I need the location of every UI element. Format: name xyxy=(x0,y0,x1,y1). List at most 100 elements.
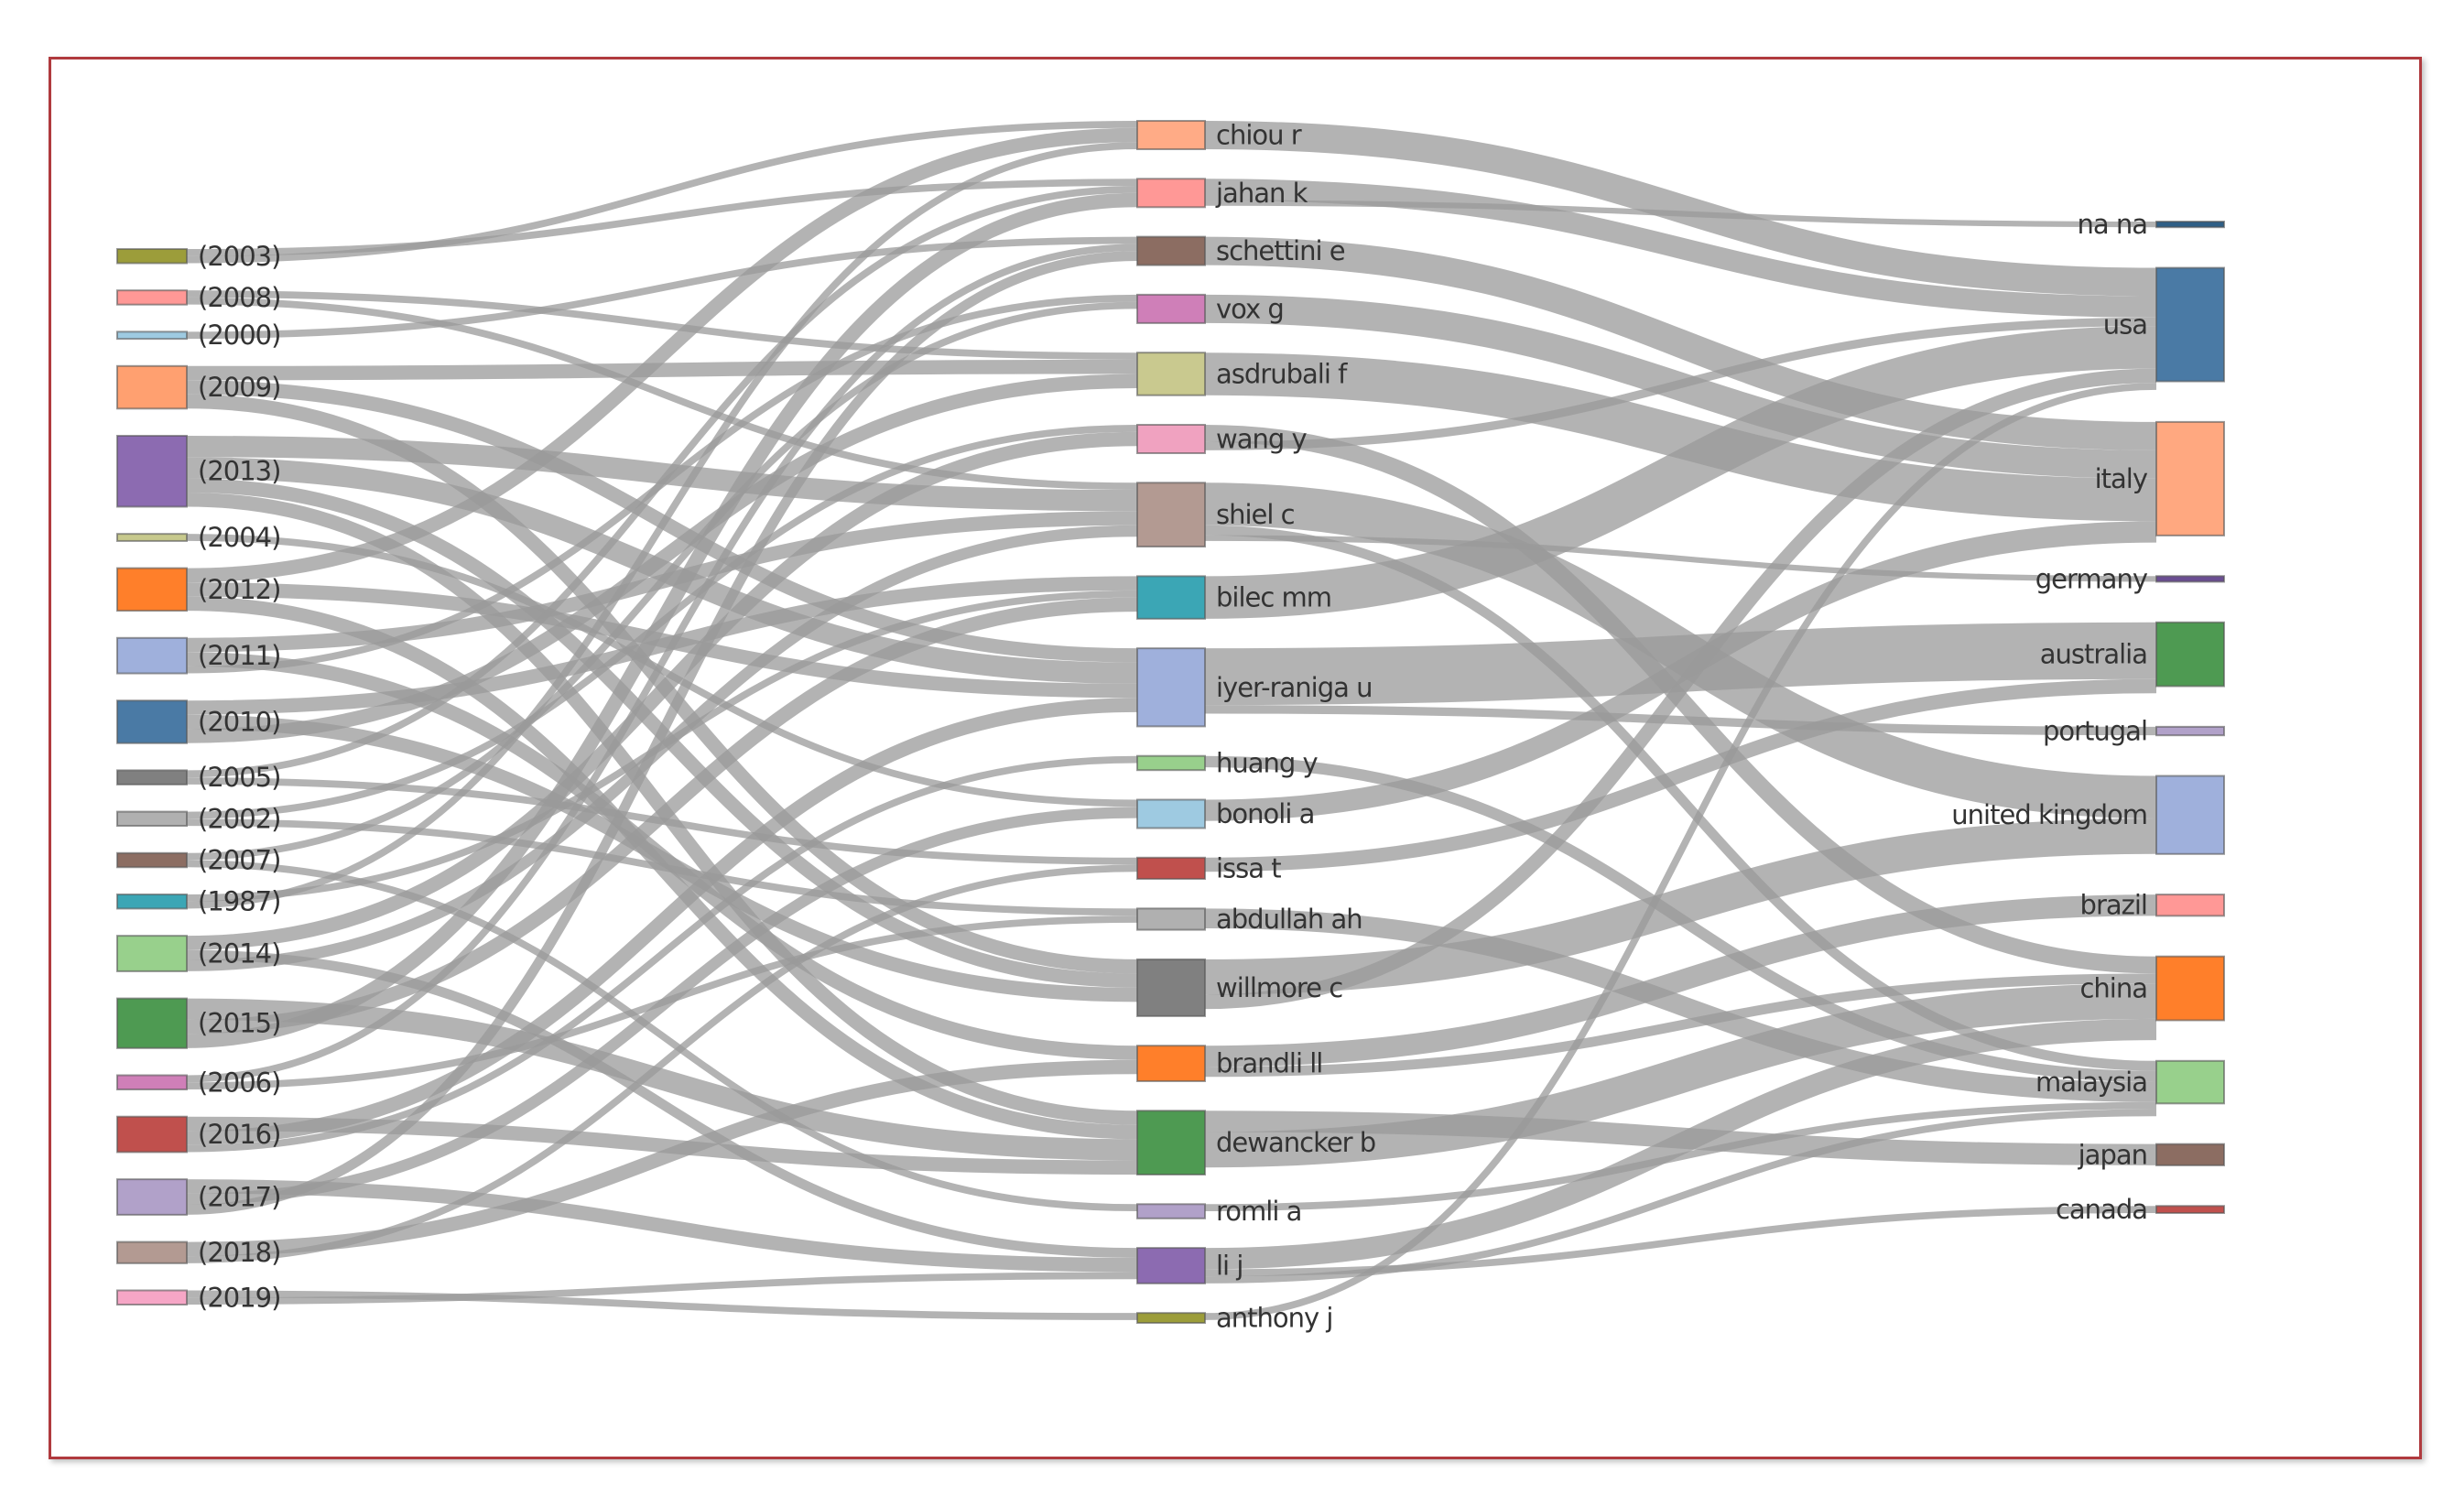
node-bar xyxy=(116,1289,188,1306)
link-y2010-a_asdrubali xyxy=(186,374,1138,743)
node-label: portugal xyxy=(2043,716,2147,747)
node-bar xyxy=(2155,1059,2225,1105)
node-bar xyxy=(116,248,188,265)
node-bar xyxy=(116,699,188,744)
node-bar xyxy=(116,997,188,1049)
node-label: na na xyxy=(2077,209,2147,240)
node-c_malaysia[interactable]: malaysia xyxy=(2035,1059,2225,1105)
node-bar xyxy=(2155,1205,2225,1214)
node-a_shiel[interactable]: shiel c xyxy=(1136,482,1296,548)
node-bar xyxy=(116,935,188,972)
node-bar xyxy=(116,434,188,508)
node-c_brazil[interactable]: brazil xyxy=(2080,890,2225,921)
node-a_huang[interactable]: huang y xyxy=(1136,747,1319,778)
node-c_nana[interactable]: na na xyxy=(2077,209,2225,240)
node-y2003[interactable]: (2003) xyxy=(116,241,281,272)
link-a_dewancker-c_china xyxy=(1204,983,2157,1168)
node-label: bonoli a xyxy=(1216,798,1314,829)
link-y2014-a_shiel xyxy=(186,525,1138,971)
node-c_australia[interactable]: australia xyxy=(2040,621,2225,688)
node-label: (2005) xyxy=(198,762,280,793)
link-y2014-a_li xyxy=(186,949,1138,1258)
node-a_bilec[interactable]: bilec mm xyxy=(1136,575,1332,620)
node-a_willmore[interactable]: willmore c xyxy=(1136,958,1343,1017)
node-a_iyer[interactable]: iyer-raniga u xyxy=(1136,647,1373,728)
link-a_willmore-c_usa xyxy=(1204,368,2157,1010)
link-a_jahan-c_usa xyxy=(1204,179,2157,318)
node-bar xyxy=(2155,894,2225,917)
node-label: (2013) xyxy=(198,456,280,487)
node-a_li[interactable]: li j xyxy=(1136,1247,1243,1284)
node-a_anthony[interactable]: anthony j xyxy=(1136,1303,1333,1334)
node-label: japan xyxy=(2078,1139,2147,1170)
node-c_uk[interactable]: united kingdom xyxy=(1951,775,2225,855)
node-a_romli[interactable]: romli a xyxy=(1136,1196,1302,1227)
link-y2019-a_anthony xyxy=(186,1290,1138,1320)
node-a_chiou[interactable]: chiou r xyxy=(1136,120,1303,151)
node-y2007[interactable]: (2007) xyxy=(116,845,281,876)
node-label: iyer-raniga u xyxy=(1216,672,1373,703)
node-y1987[interactable]: (1987) xyxy=(116,886,281,917)
node-c_canada[interactable]: canada xyxy=(2056,1194,2225,1225)
node-a_schettini[interactable]: schettini e xyxy=(1136,235,1346,266)
node-a_wang[interactable]: wang y xyxy=(1136,424,1308,455)
node-c_china[interactable]: china xyxy=(2079,955,2225,1022)
node-a_jahan[interactable]: jahan k xyxy=(1136,178,1309,209)
node-y2002[interactable]: (2002) xyxy=(116,803,281,834)
node-a_bonoli[interactable]: bonoli a xyxy=(1136,798,1315,829)
node-a_brandli[interactable]: brandli ll xyxy=(1136,1045,1323,1082)
node-y2017[interactable]: (2017) xyxy=(116,1178,281,1216)
node-bar xyxy=(116,851,188,869)
node-c_japan[interactable]: japan xyxy=(2078,1139,2225,1170)
links-layer xyxy=(186,121,2157,1320)
node-y2006[interactable]: (2006) xyxy=(116,1067,281,1098)
link-y2019-a_li xyxy=(186,1272,1138,1306)
link-y2017-a_bonoli xyxy=(186,807,1138,1206)
node-a_abdullah[interactable]: abdullah ah xyxy=(1136,904,1363,935)
node-y2018[interactable]: (2018) xyxy=(116,1237,281,1268)
node-label: (2002) xyxy=(198,803,280,834)
node-bar xyxy=(1136,754,1206,772)
node-bar xyxy=(1136,575,1206,620)
node-y2004[interactable]: (2004) xyxy=(116,522,281,553)
node-y2013[interactable]: (2013) xyxy=(116,434,281,508)
node-label: wang y xyxy=(1216,424,1307,455)
node-c_germany[interactable]: germany xyxy=(2035,563,2225,594)
node-bar xyxy=(1136,293,1206,324)
node-bar xyxy=(2155,575,2225,583)
link-y2008-a_asdrubali xyxy=(186,290,1138,360)
node-label: united kingdom xyxy=(1951,799,2147,830)
node-a_asdrubali[interactable]: asdrubali f xyxy=(1136,352,1349,396)
node-c_italy[interactable]: italy xyxy=(2095,420,2225,536)
link-y2018-a_issa xyxy=(186,864,1138,1263)
node-a_issa[interactable]: issa t xyxy=(1136,852,1282,883)
node-y2011[interactable]: (2011) xyxy=(116,636,281,675)
link-y2017-a_li xyxy=(186,1179,1138,1273)
node-y2019[interactable]: (2019) xyxy=(116,1282,281,1313)
node-c_portugal[interactable]: portugal xyxy=(2043,716,2225,747)
node-y2014[interactable]: (2014) xyxy=(116,935,281,972)
node-label: romli a xyxy=(1216,1196,1301,1227)
node-y2000[interactable]: (2000) xyxy=(116,320,281,351)
node-label: schettini e xyxy=(1216,235,1345,266)
link-y2015-a_bilec xyxy=(186,597,1138,1035)
node-y2009[interactable]: (2009) xyxy=(116,364,281,410)
link-y2012-a_chiou xyxy=(186,127,1138,583)
node-a_dewancker[interactable]: dewancker b xyxy=(1136,1110,1376,1176)
node-label: issa t xyxy=(1216,852,1281,883)
node-y2012[interactable]: (2012) xyxy=(116,567,281,612)
node-y2005[interactable]: (2005) xyxy=(116,762,281,793)
node-label: usa xyxy=(2103,309,2147,341)
node-bar xyxy=(2155,221,2225,229)
node-label: chiou r xyxy=(1216,120,1302,151)
node-y2010[interactable]: (2010) xyxy=(116,699,281,744)
node-bar xyxy=(1136,1110,1206,1176)
node-label: germany xyxy=(2035,563,2148,594)
node-c_usa[interactable]: usa xyxy=(2103,266,2225,383)
node-y2015[interactable]: (2015) xyxy=(116,997,281,1049)
node-label: bilec mm xyxy=(1216,582,1331,613)
node-a_vox[interactable]: vox g xyxy=(1136,293,1285,324)
node-y2008[interactable]: (2008) xyxy=(116,282,281,313)
node-y2016[interactable]: (2016) xyxy=(116,1115,281,1154)
